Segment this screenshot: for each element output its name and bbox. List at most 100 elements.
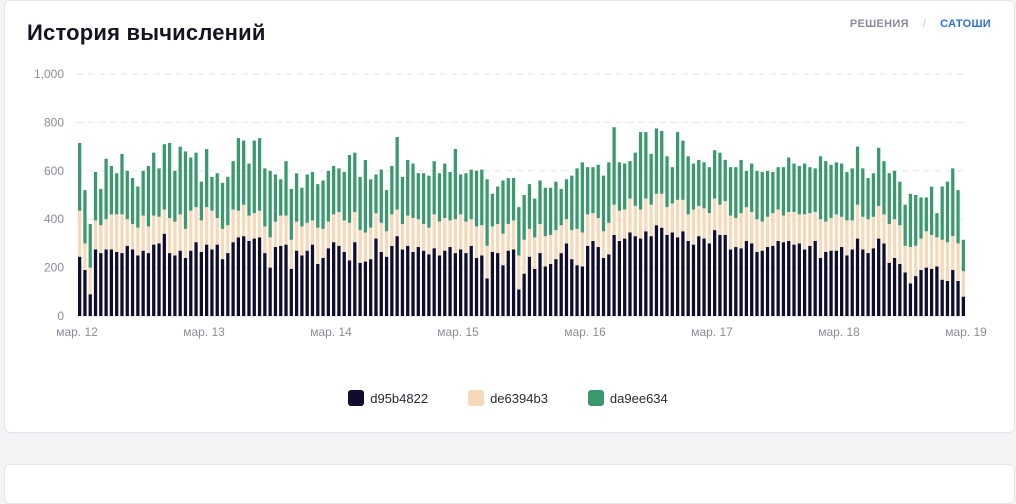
- bar-segment-series-1[interactable]: [802, 249, 807, 316]
- bar-segment-series-1[interactable]: [395, 236, 399, 316]
- bar-segment-series-2[interactable]: [469, 219, 473, 246]
- bar-segment-series-3[interactable]: [580, 162, 584, 233]
- bar-segment-series-3[interactable]: [533, 198, 537, 238]
- bar-segment-series-3[interactable]: [808, 167, 812, 214]
- bar-segment-series-3[interactable]: [199, 181, 203, 221]
- bar-segment-series-1[interactable]: [152, 244, 156, 316]
- bar-segment-series-2[interactable]: [459, 214, 463, 250]
- bar-segment-series-1[interactable]: [665, 234, 669, 316]
- bar-segment-series-3[interactable]: [644, 132, 648, 199]
- bar-segment-series-2[interactable]: [443, 217, 447, 251]
- bar-segment-series-3[interactable]: [850, 168, 854, 221]
- bar-segment-series-2[interactable]: [332, 214, 336, 243]
- bar-segment-series-2[interactable]: [713, 198, 717, 231]
- bar-segment-series-3[interactable]: [596, 164, 600, 218]
- bar-segment-series-1[interactable]: [517, 289, 521, 316]
- bar-segment-series-1[interactable]: [406, 245, 410, 316]
- bar-segment-series-3[interactable]: [601, 175, 606, 232]
- bar-segment-series-1[interactable]: [840, 247, 844, 316]
- bar-segment-series-1[interactable]: [713, 230, 717, 316]
- bar-segment-series-2[interactable]: [474, 226, 479, 258]
- bar-segment-series-3[interactable]: [919, 197, 923, 239]
- bar-segment-series-1[interactable]: [496, 253, 500, 316]
- bar-segment-series-1[interactable]: [686, 240, 690, 316]
- bar-segment-series-2[interactable]: [601, 231, 606, 258]
- bar-segment-series-2[interactable]: [660, 193, 664, 228]
- bar-segment-series-2[interactable]: [580, 232, 584, 267]
- bar-segment-series-3[interactable]: [649, 153, 653, 205]
- bar-segment-series-2[interactable]: [120, 214, 124, 254]
- bar-segment-series-3[interactable]: [157, 168, 161, 217]
- bar-segment-series-3[interactable]: [88, 224, 92, 268]
- bar-segment-series-2[interactable]: [755, 219, 759, 252]
- bar-segment-series-3[interactable]: [300, 187, 304, 227]
- bar-segment-series-2[interactable]: [125, 219, 129, 246]
- bar-segment-series-2[interactable]: [215, 217, 219, 245]
- bar-segment-series-1[interactable]: [173, 255, 177, 317]
- bar-segment-series-1[interactable]: [898, 263, 902, 316]
- bar-segment-series-1[interactable]: [718, 234, 722, 316]
- bar-segment-series-3[interactable]: [220, 182, 225, 229]
- bar-segment-series-1[interactable]: [681, 231, 685, 316]
- bar-segment-series-1[interactable]: [559, 253, 563, 316]
- bar-segment-series-3[interactable]: [697, 159, 701, 206]
- bar-segment-series-1[interactable]: [697, 236, 701, 316]
- bar-segment-series-3[interactable]: [83, 190, 87, 244]
- bar-segment-series-1[interactable]: [448, 247, 452, 316]
- bar-segment-series-3[interactable]: [760, 172, 764, 222]
- bar-segment-series-3[interactable]: [501, 180, 505, 234]
- bar-segment-series-1[interactable]: [284, 244, 288, 316]
- bar-segment-series-3[interactable]: [538, 180, 542, 225]
- bar-segment-series-3[interactable]: [929, 186, 934, 235]
- bar-segment-series-3[interactable]: [326, 170, 330, 222]
- bar-segment-series-1[interactable]: [586, 245, 590, 316]
- bar-segment-series-1[interactable]: [580, 266, 584, 316]
- bar-segment-series-1[interactable]: [834, 250, 838, 316]
- bar-segment-series-2[interactable]: [797, 214, 801, 244]
- bar-segment-series-3[interactable]: [945, 181, 950, 243]
- bar-segment-series-1[interactable]: [765, 247, 770, 316]
- bar-segment-series-1[interactable]: [183, 257, 188, 316]
- bar-segment-series-3[interactable]: [951, 168, 955, 237]
- bar-segment-series-3[interactable]: [548, 187, 553, 235]
- bar-segment-series-3[interactable]: [665, 156, 669, 208]
- bar-segment-series-3[interactable]: [99, 188, 103, 226]
- bar-segment-series-2[interactable]: [242, 204, 246, 237]
- bar-segment-series-1[interactable]: [300, 255, 304, 317]
- bar-segment-series-3[interactable]: [115, 173, 119, 215]
- bar-segment-series-3[interactable]: [723, 159, 727, 202]
- bar-segment-series-2[interactable]: [490, 226, 495, 252]
- bar-segment-series-1[interactable]: [506, 250, 510, 316]
- bar-segment-series-2[interactable]: [718, 204, 722, 235]
- bar-segment-series-2[interactable]: [792, 211, 796, 245]
- bar-segment-series-2[interactable]: [548, 234, 553, 264]
- bar-segment-series-1[interactable]: [638, 238, 643, 316]
- bar-segment-series-2[interactable]: [400, 224, 405, 250]
- bar-segment-series-3[interactable]: [342, 172, 346, 221]
- bar-segment-series-1[interactable]: [453, 253, 457, 316]
- bar-segment-series-3[interactable]: [395, 136, 399, 210]
- bar-segment-series-3[interactable]: [575, 168, 579, 229]
- bar-segment-series-1[interactable]: [739, 248, 743, 316]
- bar-segment-series-1[interactable]: [818, 257, 823, 316]
- bar-segment-series-3[interactable]: [437, 173, 442, 222]
- bar-segment-series-3[interactable]: [633, 152, 637, 206]
- bar-segment-series-1[interactable]: [644, 231, 648, 316]
- bar-segment-series-3[interactable]: [459, 174, 463, 215]
- bar-segment-series-1[interactable]: [501, 265, 505, 316]
- bar-segment-series-1[interactable]: [591, 240, 595, 316]
- bar-segment-series-3[interactable]: [305, 174, 309, 223]
- bar-segment-series-3[interactable]: [369, 179, 373, 228]
- bar-segment-series-2[interactable]: [305, 222, 309, 251]
- bar-segment-series-2[interactable]: [321, 228, 325, 258]
- bar-segment-series-2[interactable]: [617, 210, 622, 241]
- bar-segment-series-2[interactable]: [670, 203, 674, 233]
- bar-segment-series-3[interactable]: [570, 175, 574, 231]
- bar-segment-series-2[interactable]: [384, 231, 389, 257]
- bar-segment-series-1[interactable]: [929, 268, 934, 316]
- bar-segment-series-1[interactable]: [310, 244, 315, 316]
- bar-segment-series-1[interactable]: [908, 283, 913, 316]
- bar-segment-series-3[interactable]: [210, 176, 214, 211]
- bar-segment-series-1[interactable]: [945, 280, 950, 316]
- bar-segment-series-2[interactable]: [78, 210, 82, 257]
